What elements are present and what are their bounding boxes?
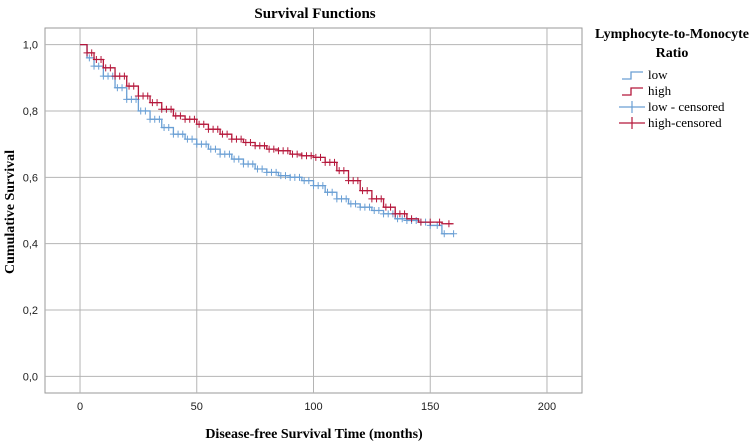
censored-mark	[270, 145, 278, 153]
censored-mark	[340, 167, 348, 175]
censored-mark	[200, 120, 208, 128]
legend-entry-low: low	[648, 67, 668, 82]
legend-swatch-high-censored	[619, 117, 645, 129]
censored-mark	[398, 215, 406, 223]
censored-mark	[211, 145, 219, 153]
x-tick-label: 100	[304, 401, 322, 413]
censored-mark	[440, 230, 448, 238]
censored-mark	[307, 152, 315, 160]
censored-mark	[179, 130, 187, 138]
y-tick-label: 0,2	[23, 305, 38, 317]
censored-mark	[375, 207, 383, 214]
legend-swatch-low	[622, 71, 643, 80]
legend-entry-high: high	[648, 83, 672, 98]
censored-mark	[97, 56, 105, 64]
y-gridlines	[45, 44, 582, 377]
censored-mark	[190, 115, 198, 123]
x-tick-label: 50	[191, 401, 203, 413]
censored-mark	[342, 195, 350, 203]
censored-mark	[144, 92, 152, 100]
censored-mark	[387, 203, 395, 211]
censored-mark	[328, 188, 336, 196]
censored-mark	[223, 130, 231, 138]
censored-mark	[202, 140, 210, 148]
censored-marks-high	[83, 49, 453, 228]
censored-mark	[417, 218, 425, 226]
censored-mark	[246, 138, 254, 146]
legend-swatches	[619, 71, 645, 129]
censored-mark	[188, 135, 196, 143]
x-tick-label: 200	[538, 401, 556, 413]
censored-mark	[426, 218, 434, 226]
legend-entry-low-censored: low - censored	[648, 99, 725, 114]
censored-mark	[165, 124, 173, 132]
legend: Lymphocyte-to-Monocyte Ratio low high lo…	[595, 27, 749, 130]
censored-mark	[85, 54, 93, 62]
censored-mark	[408, 215, 416, 223]
censored-mark	[450, 230, 458, 238]
series-layer	[80, 43, 458, 238]
censored-mark	[377, 195, 385, 203]
censored-mark	[284, 147, 292, 155]
censored-mark	[258, 165, 266, 173]
censored-mark	[141, 107, 149, 115]
chart-title: Survival Functions	[254, 6, 375, 22]
censored-mark	[272, 168, 280, 176]
censored-mark	[167, 105, 175, 113]
x-axis-ticks: 0 50 100 150 200	[77, 401, 556, 413]
censored-mark	[319, 182, 327, 190]
censored-mark	[352, 200, 360, 208]
censored-mark	[436, 218, 444, 226]
censored-mark	[281, 172, 289, 180]
legend-swatch-low-censored	[619, 101, 645, 113]
censored-mark	[366, 203, 374, 211]
censored-mark	[214, 125, 222, 133]
y-tick-label: 0,0	[23, 371, 38, 383]
censored-mark	[176, 112, 184, 120]
censored-mark	[237, 135, 245, 143]
x-axis-label: Disease-free Survival Time (months)	[205, 427, 423, 442]
censored-mark	[155, 115, 163, 123]
censored-mark	[293, 150, 301, 158]
censored-mark	[249, 160, 257, 168]
censored-mark	[106, 64, 114, 72]
censored-mark	[153, 99, 161, 107]
censored-mark	[331, 158, 339, 166]
censored-mark	[118, 84, 126, 92]
censored-mark	[120, 72, 128, 80]
censored-mark	[235, 155, 243, 163]
censored-mark	[88, 49, 96, 57]
censored-mark	[354, 177, 362, 185]
censored-mark	[130, 82, 138, 90]
y-tick-label: 0,4	[23, 239, 38, 251]
censored-mark	[363, 187, 371, 195]
y-tick-label: 0,6	[23, 172, 38, 184]
censored-mark	[260, 142, 268, 150]
legend-swatch-high	[622, 87, 643, 96]
y-tick-label: 1,0	[23, 40, 38, 52]
censored-mark	[225, 150, 233, 158]
censored-mark	[401, 210, 409, 218]
censored-mark	[295, 173, 303, 181]
x-tick-label: 0	[77, 401, 83, 413]
censored-mark	[95, 62, 103, 70]
y-axis-ticks: 0,0 0,2 0,4 0,6 0,8 1,0	[23, 40, 38, 384]
legend-title-line-1: Lymphocyte-to-Monocyte	[595, 27, 749, 42]
censored-mark	[445, 220, 453, 228]
x-tick-label: 150	[421, 401, 439, 413]
legend-entry-high-censored: high-censored	[648, 115, 722, 130]
y-axis-label: Cumulative Survival	[3, 150, 18, 274]
censored-mark	[305, 177, 313, 185]
y-tick-label: 0,8	[23, 106, 38, 118]
legend-title-line-2: Ratio	[656, 46, 689, 61]
censored-mark	[317, 153, 325, 161]
x-gridlines	[79, 28, 548, 393]
censored-marks-low	[85, 54, 458, 238]
